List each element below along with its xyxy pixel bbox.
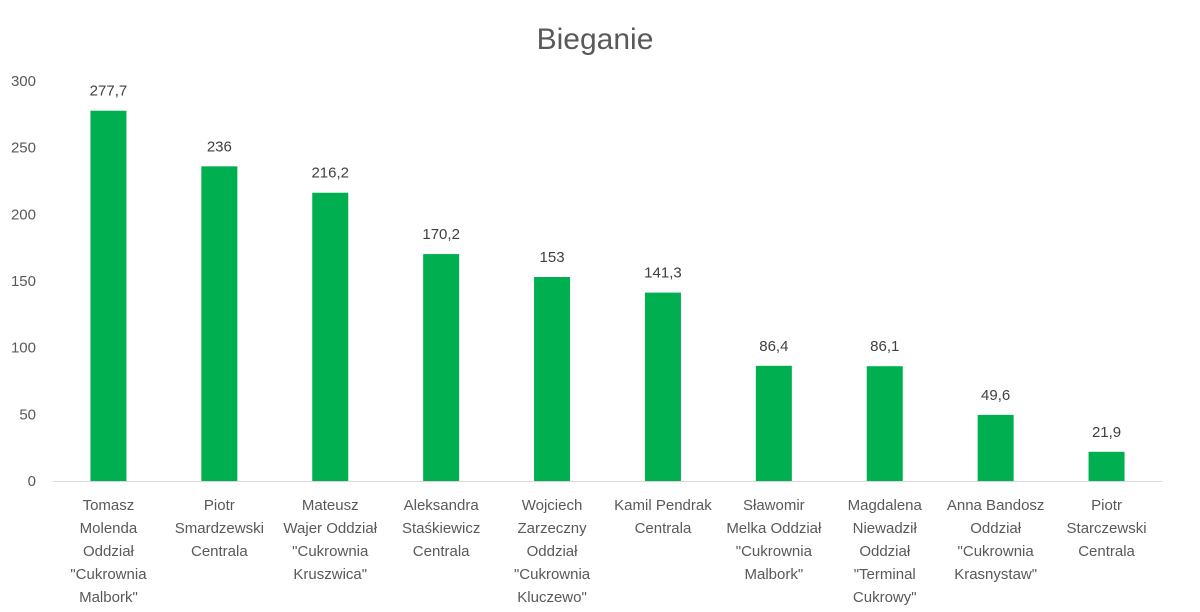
x-tick-label-line: Tomasz — [83, 497, 135, 514]
x-tick-label: Piotr Starczewski Centrala — [1067, 497, 1147, 560]
x-tick-label: Sławomir Melka Oddział "Cukrownia Malbork" — [726, 497, 822, 583]
bar — [201, 166, 238, 482]
x-tick-label-line: Kruszwica" — [293, 566, 367, 583]
x-tick-label-line: Staśkiewicz — [402, 520, 480, 537]
y-tick-label: 200 — [11, 206, 36, 223]
x-tick-label-line: Piotr — [1091, 497, 1122, 514]
x-tick-label-line: Centrala — [1078, 543, 1135, 560]
x-tick-label-line: Cukrowy" — [853, 589, 917, 606]
x-tick-label-line: Oddział — [970, 520, 1022, 537]
bars — [90, 110, 1125, 482]
x-tick-label-line: Centrala — [635, 520, 692, 537]
data-label: 170,2 — [422, 226, 460, 243]
x-tick-label: Kamil Pendrak Centrala — [614, 497, 712, 537]
x-tick-label-line: Kamil Pendrak — [614, 497, 712, 514]
x-tick-label: Piotr Smardzewski Centrala — [175, 497, 264, 560]
bar — [312, 192, 349, 481]
x-tick-label-line: Oddział — [859, 543, 911, 560]
data-label: 141,3 — [644, 265, 682, 282]
x-tick-label-line: Sławomir — [743, 497, 805, 514]
data-label: 86,4 — [759, 338, 788, 355]
x-tick-label-line: Magdalena — [848, 497, 923, 514]
data-labels: 277,7 236 216,2 170,2 153 141,3 86,4 86,1 49,6 21… — [90, 83, 1121, 441]
data-label: 277,7 — [90, 83, 128, 100]
x-tick-label-line: Piotr — [204, 497, 235, 514]
x-tick-label-line: Niewadził — [853, 520, 918, 537]
x-tick-label-line: "Cukrownia — [958, 543, 1035, 560]
bar — [644, 292, 681, 481]
y-axis: 0 50 100 150 200 250 300 — [11, 73, 36, 490]
x-tick-label: Anna Bandosz Oddział "Cukrownia Krasnystaw" — [947, 497, 1045, 583]
bar — [866, 366, 903, 481]
bar — [977, 414, 1014, 481]
data-label: 49,6 — [981, 387, 1010, 404]
y-tick-label: 250 — [11, 140, 36, 157]
x-tick-label: Wojciech Zarzeczny Oddział "Cukrownia Klucze… — [514, 497, 591, 606]
x-tick-label-line: Malbork" — [745, 566, 804, 583]
x-tick-label-line: "Cukrownia — [514, 566, 591, 583]
x-tick-label-line: Centrala — [413, 543, 470, 560]
x-tick-label-line: Krasnystaw" — [954, 566, 1037, 583]
bar — [90, 110, 127, 481]
x-tick-label: Aleksandra Staśkiewicz Centrala — [402, 497, 480, 560]
x-tick-label: Magdalena Niewadził Oddział "Terminal Cukrow… — [848, 497, 923, 606]
x-tick-label-line: Kluczewo" — [517, 589, 587, 606]
x-tick-label-line: Mateusz — [302, 497, 359, 514]
x-tick-label-line: Molenda — [80, 520, 138, 537]
x-tick-label-line: Wojciech — [522, 497, 583, 514]
x-tick-label-line: Zarzeczny — [517, 520, 587, 537]
x-tick-label-line: "Cukrownia — [70, 566, 147, 583]
x-tick-label-line: Oddział — [83, 543, 135, 560]
data-label: 153 — [540, 249, 565, 266]
x-tick-label-line: Wajer Oddział — [283, 520, 377, 537]
x-tick-label-line: Starczewski — [1067, 520, 1147, 537]
y-tick-label: 100 — [11, 340, 36, 357]
data-label: 216,2 — [311, 165, 349, 182]
data-label: 86,1 — [870, 338, 899, 355]
x-tick-label: Tomasz Molenda Oddział "Cukrownia Malbork" — [70, 497, 147, 606]
x-tick-label-line: Malbork" — [79, 589, 138, 606]
data-label: 236 — [207, 138, 232, 155]
x-tick-label-line: "Cukrownia — [292, 543, 369, 560]
y-tick-label: 0 — [28, 473, 36, 490]
bar — [1088, 451, 1125, 481]
x-tick-label: Mateusz Wajer Oddział "Cukrownia Kruszwica" — [283, 497, 377, 583]
bar — [534, 277, 571, 481]
x-axis: Tomasz Molenda Oddział "Cukrownia Malbork" Pi… — [70, 497, 1146, 606]
x-tick-label-line: "Cukrownia — [736, 543, 813, 560]
x-tick-label-line: "Terminal — [854, 566, 916, 583]
bar — [423, 254, 460, 481]
bar — [755, 365, 792, 481]
x-tick-label-line: Smardzewski — [175, 520, 264, 537]
x-tick-label-line: Oddział — [527, 543, 579, 560]
data-label: 21,9 — [1092, 424, 1121, 441]
x-tick-label-line: Aleksandra — [404, 497, 480, 514]
y-tick-label: 50 — [19, 406, 36, 423]
y-tick-label: 300 — [11, 73, 36, 90]
chart-title: Bieganie — [537, 23, 654, 56]
x-tick-label-line: Centrala — [191, 543, 248, 560]
y-tick-label: 150 — [11, 273, 36, 290]
x-tick-label-line: Anna Bandosz — [947, 497, 1045, 514]
x-tick-label-line: Melka Oddział — [726, 520, 822, 537]
